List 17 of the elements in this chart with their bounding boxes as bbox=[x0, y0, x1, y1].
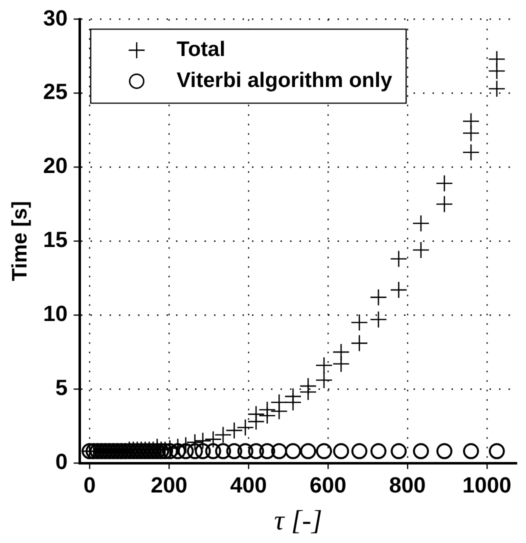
legend-label: Total bbox=[176, 38, 226, 61]
y-tick-label: 25 bbox=[43, 79, 68, 104]
x-tick-label: 1000 bbox=[462, 472, 512, 498]
legend-label: Viterbi algorithm only bbox=[176, 68, 392, 92]
x-tick-label: 800 bbox=[389, 472, 426, 498]
x-tick-label: 0 bbox=[83, 472, 96, 498]
x-axis-title: τ [-] bbox=[274, 506, 322, 537]
y-tick-label: 20 bbox=[43, 153, 68, 178]
y-tick-label: 30 bbox=[43, 5, 68, 30]
y-tick-label: 0 bbox=[55, 449, 68, 474]
x-tick-label: 200 bbox=[150, 472, 188, 498]
x-tick-label: 600 bbox=[310, 472, 346, 498]
y-axis-title: Time [s] bbox=[8, 201, 32, 282]
y-tick-label: 10 bbox=[43, 301, 68, 326]
y-tick-label: 15 bbox=[43, 227, 68, 252]
x-tick-label: 400 bbox=[230, 472, 267, 498]
y-tick-label: 5 bbox=[55, 375, 68, 400]
